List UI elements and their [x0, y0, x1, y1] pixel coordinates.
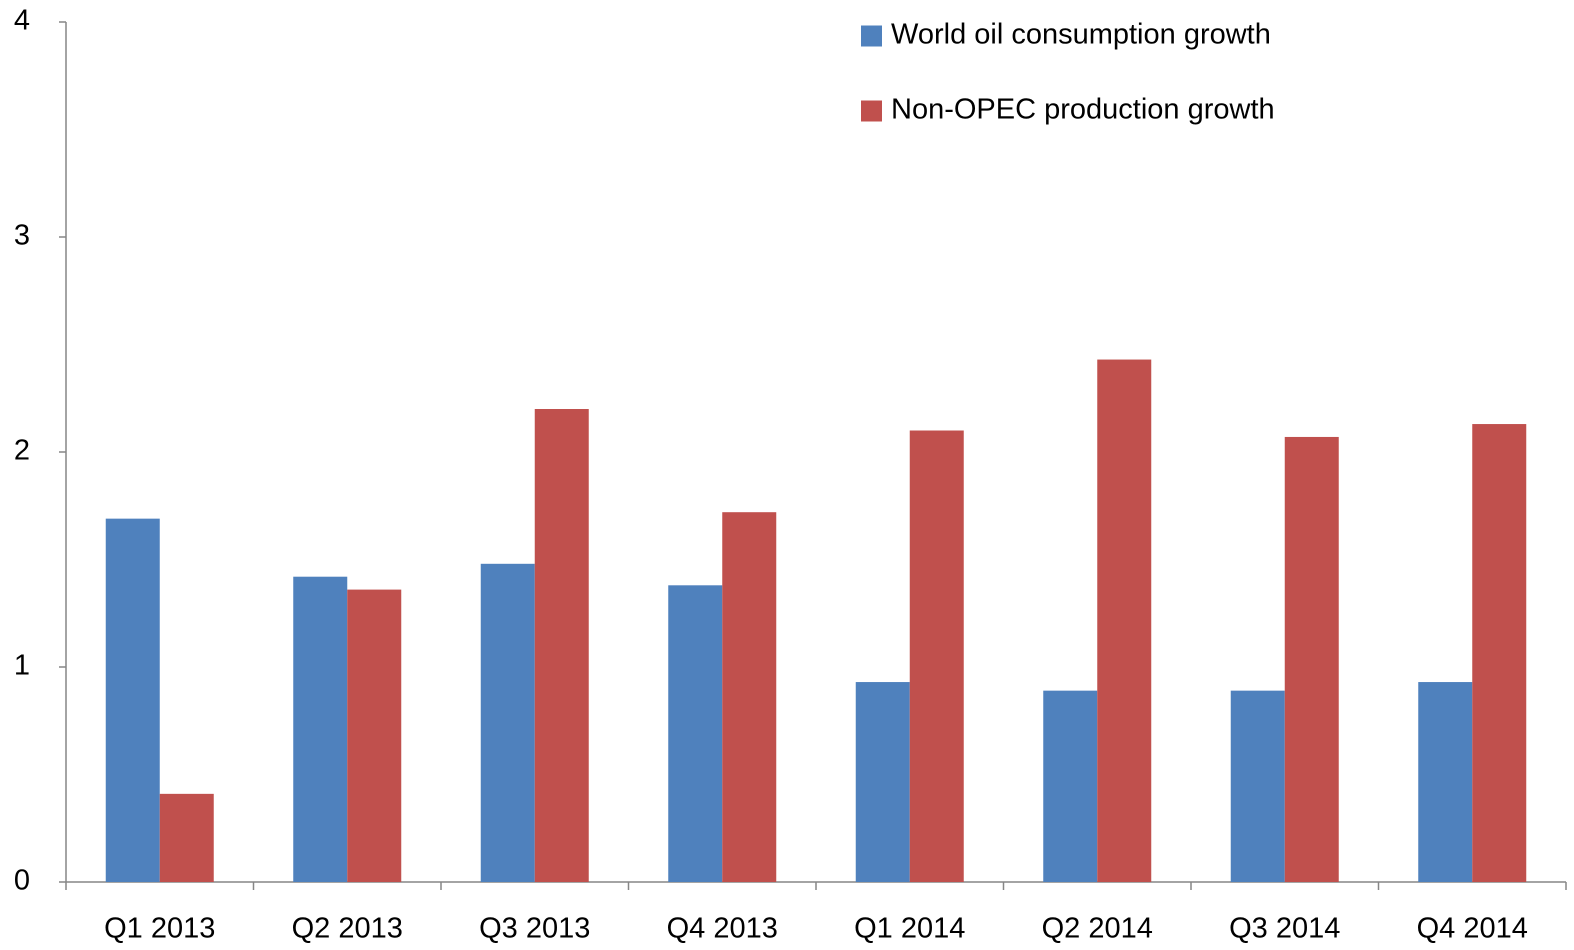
legend-swatch: [861, 25, 882, 47]
y-tick-label: 1: [14, 650, 30, 682]
bar: [855, 682, 910, 882]
y-tick-label: 2: [14, 435, 30, 467]
bar: [159, 793, 214, 882]
bar: [293, 576, 348, 882]
bar: [480, 563, 535, 882]
x-tick-label: Q1 2014: [854, 913, 965, 945]
bar: [1472, 424, 1527, 882]
x-tick-label: Q4 2013: [667, 913, 778, 945]
bar: [1284, 436, 1339, 882]
x-tick-label: Q3 2013: [479, 913, 590, 945]
bar: [1418, 682, 1473, 882]
x-tick-label: Q4 2014: [1417, 913, 1528, 945]
bar: [105, 518, 160, 882]
x-tick-label: Q2 2013: [292, 913, 403, 945]
legend-swatch: [861, 100, 882, 122]
x-tick-label: Q2 2014: [1042, 913, 1153, 945]
legend-label: Non-OPEC production growth: [891, 94, 1275, 126]
bar: [1230, 690, 1285, 882]
bar: [1097, 359, 1152, 882]
legend-label: World oil consumption growth: [891, 19, 1271, 51]
x-tick-label: Q3 2014: [1229, 913, 1340, 945]
y-tick-label: 4: [14, 5, 30, 37]
y-tick-label: 0: [14, 865, 30, 897]
bar: [668, 585, 723, 882]
x-tick-label: Q1 2013: [104, 913, 215, 945]
y-tick-label: 3: [14, 220, 30, 252]
bar: [347, 589, 402, 882]
bar: [722, 512, 777, 882]
bar: [909, 430, 964, 882]
bar: [534, 409, 589, 882]
bar: [1043, 690, 1098, 882]
